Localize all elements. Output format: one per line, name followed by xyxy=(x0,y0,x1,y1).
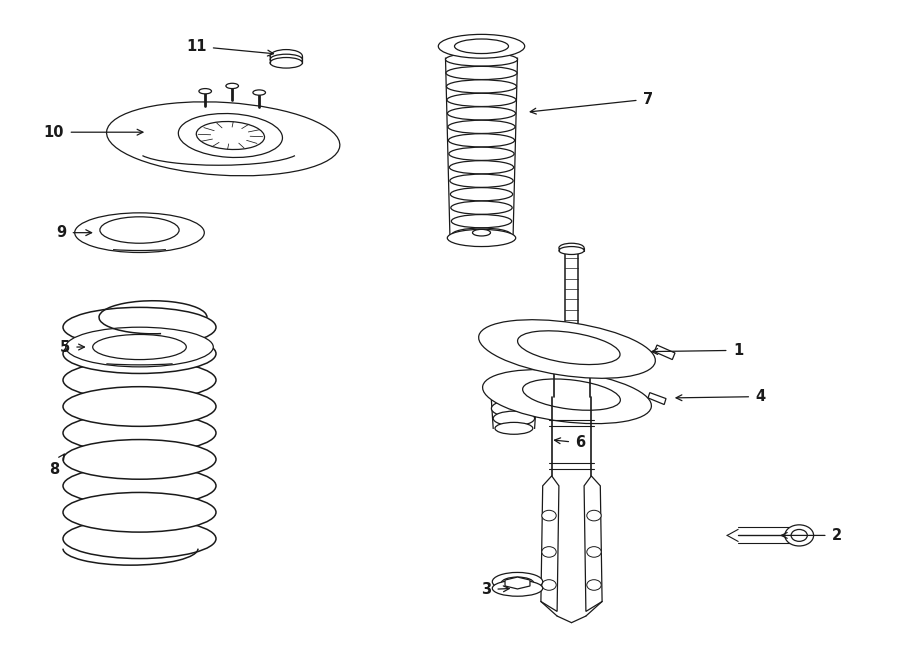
Ellipse shape xyxy=(450,174,513,187)
Ellipse shape xyxy=(482,369,652,424)
Ellipse shape xyxy=(479,320,655,378)
Circle shape xyxy=(542,510,556,521)
Ellipse shape xyxy=(226,83,239,89)
Ellipse shape xyxy=(63,387,216,426)
Ellipse shape xyxy=(450,188,513,201)
Polygon shape xyxy=(541,476,559,611)
Ellipse shape xyxy=(75,213,204,253)
Ellipse shape xyxy=(791,529,807,541)
Text: 1: 1 xyxy=(652,343,743,358)
Ellipse shape xyxy=(447,229,516,247)
Ellipse shape xyxy=(100,217,179,243)
Ellipse shape xyxy=(447,93,516,106)
Ellipse shape xyxy=(106,102,340,176)
Ellipse shape xyxy=(449,161,514,174)
Polygon shape xyxy=(648,393,666,405)
Polygon shape xyxy=(654,345,675,360)
Ellipse shape xyxy=(559,243,584,253)
Circle shape xyxy=(587,547,601,557)
Ellipse shape xyxy=(63,360,216,400)
Ellipse shape xyxy=(448,134,515,147)
Ellipse shape xyxy=(451,201,512,214)
Polygon shape xyxy=(584,476,602,611)
Circle shape xyxy=(587,510,601,521)
Ellipse shape xyxy=(63,413,216,453)
Ellipse shape xyxy=(518,330,620,365)
Ellipse shape xyxy=(451,215,512,228)
Ellipse shape xyxy=(449,147,514,161)
Ellipse shape xyxy=(448,120,515,134)
Text: 9: 9 xyxy=(56,225,92,240)
Text: 11: 11 xyxy=(186,39,274,56)
Polygon shape xyxy=(505,577,530,589)
Ellipse shape xyxy=(63,519,216,559)
Text: 10: 10 xyxy=(44,125,143,139)
Circle shape xyxy=(542,580,556,590)
Ellipse shape xyxy=(63,492,216,532)
Text: 8: 8 xyxy=(49,454,65,477)
Ellipse shape xyxy=(523,379,620,410)
Ellipse shape xyxy=(63,307,216,347)
Ellipse shape xyxy=(93,334,186,360)
Ellipse shape xyxy=(491,400,536,417)
Ellipse shape xyxy=(454,39,508,54)
Ellipse shape xyxy=(196,122,265,149)
Ellipse shape xyxy=(270,58,302,68)
Text: 7: 7 xyxy=(530,92,653,114)
Ellipse shape xyxy=(559,247,584,254)
Text: 3: 3 xyxy=(481,582,509,597)
Ellipse shape xyxy=(492,572,543,591)
Ellipse shape xyxy=(452,228,511,241)
Ellipse shape xyxy=(270,50,302,63)
Circle shape xyxy=(587,580,601,590)
Ellipse shape xyxy=(472,229,490,236)
Ellipse shape xyxy=(66,327,213,367)
Ellipse shape xyxy=(501,577,534,589)
Text: 5: 5 xyxy=(59,340,85,354)
Ellipse shape xyxy=(447,107,516,120)
Ellipse shape xyxy=(270,54,302,65)
Text: 6: 6 xyxy=(554,436,586,450)
Ellipse shape xyxy=(446,53,518,66)
Ellipse shape xyxy=(178,114,283,157)
Ellipse shape xyxy=(63,334,216,373)
Ellipse shape xyxy=(493,411,535,426)
Ellipse shape xyxy=(492,580,543,596)
Circle shape xyxy=(542,547,556,557)
Ellipse shape xyxy=(438,34,525,58)
Ellipse shape xyxy=(253,90,266,95)
Ellipse shape xyxy=(785,525,814,546)
Ellipse shape xyxy=(63,440,216,479)
Ellipse shape xyxy=(446,80,517,93)
Ellipse shape xyxy=(63,466,216,506)
Ellipse shape xyxy=(446,66,517,79)
Text: 2: 2 xyxy=(781,528,842,543)
Ellipse shape xyxy=(199,89,212,94)
Ellipse shape xyxy=(495,422,533,434)
Text: 4: 4 xyxy=(676,389,766,404)
